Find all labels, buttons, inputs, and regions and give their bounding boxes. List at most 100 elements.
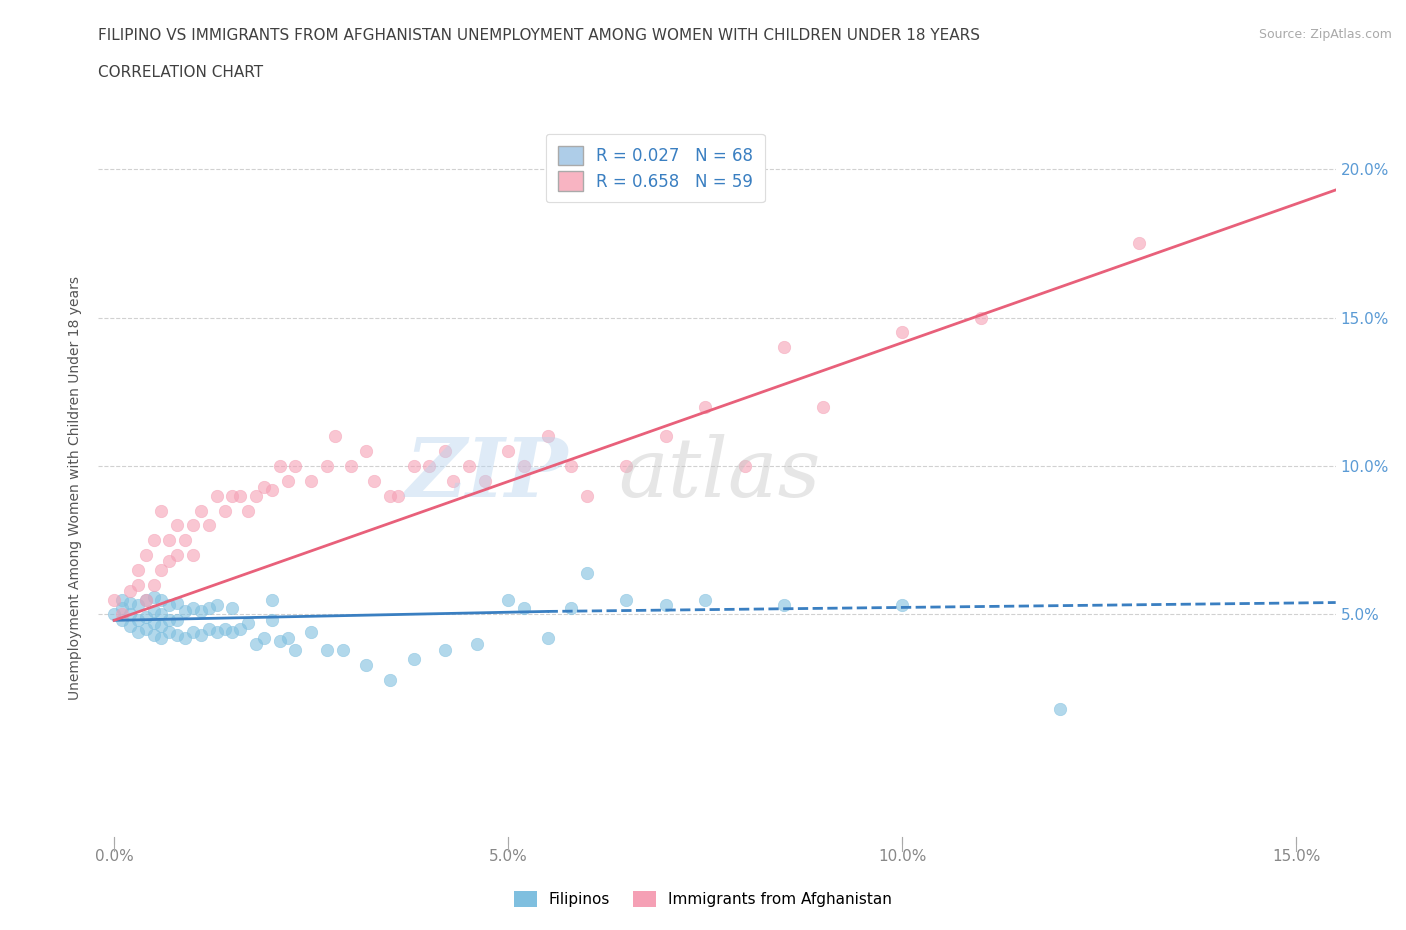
Point [245, 637, 267, 652]
Point [118, 618, 141, 633]
Point [363, 473, 385, 488]
Point [513, 601, 536, 616]
Point [190, 503, 212, 518]
Point [205, 598, 228, 613]
Point [260, 592, 283, 607]
Point [221, 601, 243, 616]
Point [135, 592, 157, 607]
Point [970, 310, 993, 325]
Point [229, 622, 252, 637]
Point [655, 429, 678, 444]
Point [284, 458, 307, 473]
Point [316, 643, 339, 658]
Point [236, 616, 259, 631]
Point [174, 533, 197, 548]
Point [135, 548, 157, 563]
Point [150, 563, 173, 578]
Text: Source: ZipAtlas.com: Source: ZipAtlas.com [1258, 28, 1392, 41]
Point [378, 672, 401, 687]
Point [773, 339, 796, 354]
Point [402, 652, 425, 667]
Point [166, 548, 188, 563]
Point [402, 458, 425, 473]
Point [236, 503, 259, 518]
Point [157, 598, 180, 613]
Point [576, 488, 599, 503]
Point [616, 458, 638, 473]
Point [111, 592, 134, 607]
Point [197, 518, 219, 533]
Point [157, 533, 180, 548]
Point [150, 618, 173, 633]
Point [891, 598, 914, 613]
Point [111, 613, 134, 628]
Text: ZIP: ZIP [406, 434, 568, 514]
Point [157, 613, 180, 628]
Point [135, 622, 157, 637]
Point [474, 473, 496, 488]
Point [1049, 702, 1071, 717]
Point [157, 553, 180, 568]
Point [695, 592, 717, 607]
Point [332, 643, 354, 658]
Point [434, 643, 457, 658]
Point [253, 631, 276, 645]
Point [221, 488, 243, 503]
Point [103, 607, 125, 622]
Point [127, 598, 149, 613]
Point [118, 607, 141, 622]
Point [190, 628, 212, 643]
Point [277, 473, 299, 488]
Point [496, 444, 519, 458]
Point [260, 483, 283, 498]
Point [135, 610, 157, 625]
Point [142, 604, 165, 618]
Point [260, 613, 283, 628]
Point [378, 488, 401, 503]
Point [111, 601, 134, 616]
Point [166, 518, 188, 533]
Point [441, 473, 464, 488]
Point [536, 429, 558, 444]
Point [157, 625, 180, 640]
Point [142, 578, 165, 592]
Point [536, 631, 558, 645]
Y-axis label: Unemployment Among Women with Children Under 18 years: Unemployment Among Women with Children U… [69, 276, 83, 700]
Text: atlas: atlas [619, 434, 821, 514]
Point [214, 503, 236, 518]
Point [1128, 236, 1150, 251]
Point [127, 563, 149, 578]
Point [734, 458, 756, 473]
Point [205, 488, 228, 503]
Point [299, 473, 322, 488]
Point [166, 613, 188, 628]
Point [253, 479, 276, 494]
Point [560, 601, 582, 616]
Point [457, 458, 479, 473]
Point [150, 503, 173, 518]
Point [150, 592, 173, 607]
Legend: R = 0.027   N = 68, R = 0.658   N = 59: R = 0.027 N = 68, R = 0.658 N = 59 [546, 134, 765, 203]
Point [773, 598, 796, 613]
Point [269, 458, 291, 473]
Point [142, 628, 165, 643]
Point [269, 633, 291, 648]
Point [205, 625, 228, 640]
Point [111, 607, 134, 622]
Point [695, 399, 717, 414]
Point [127, 578, 149, 592]
Point [356, 658, 378, 672]
Text: FILIPINO VS IMMIGRANTS FROM AFGHANISTAN UNEMPLOYMENT AMONG WOMEN WITH CHILDREN U: FILIPINO VS IMMIGRANTS FROM AFGHANISTAN … [98, 28, 980, 43]
Point [316, 458, 339, 473]
Point [127, 625, 149, 640]
Point [181, 548, 204, 563]
Legend: Filipinos, Immigrants from Afghanistan: Filipinos, Immigrants from Afghanistan [508, 884, 898, 913]
Point [166, 628, 188, 643]
Point [118, 595, 141, 610]
Point [118, 583, 141, 598]
Point [166, 595, 188, 610]
Point [190, 604, 212, 618]
Point [142, 616, 165, 631]
Point [891, 325, 914, 339]
Point [277, 631, 299, 645]
